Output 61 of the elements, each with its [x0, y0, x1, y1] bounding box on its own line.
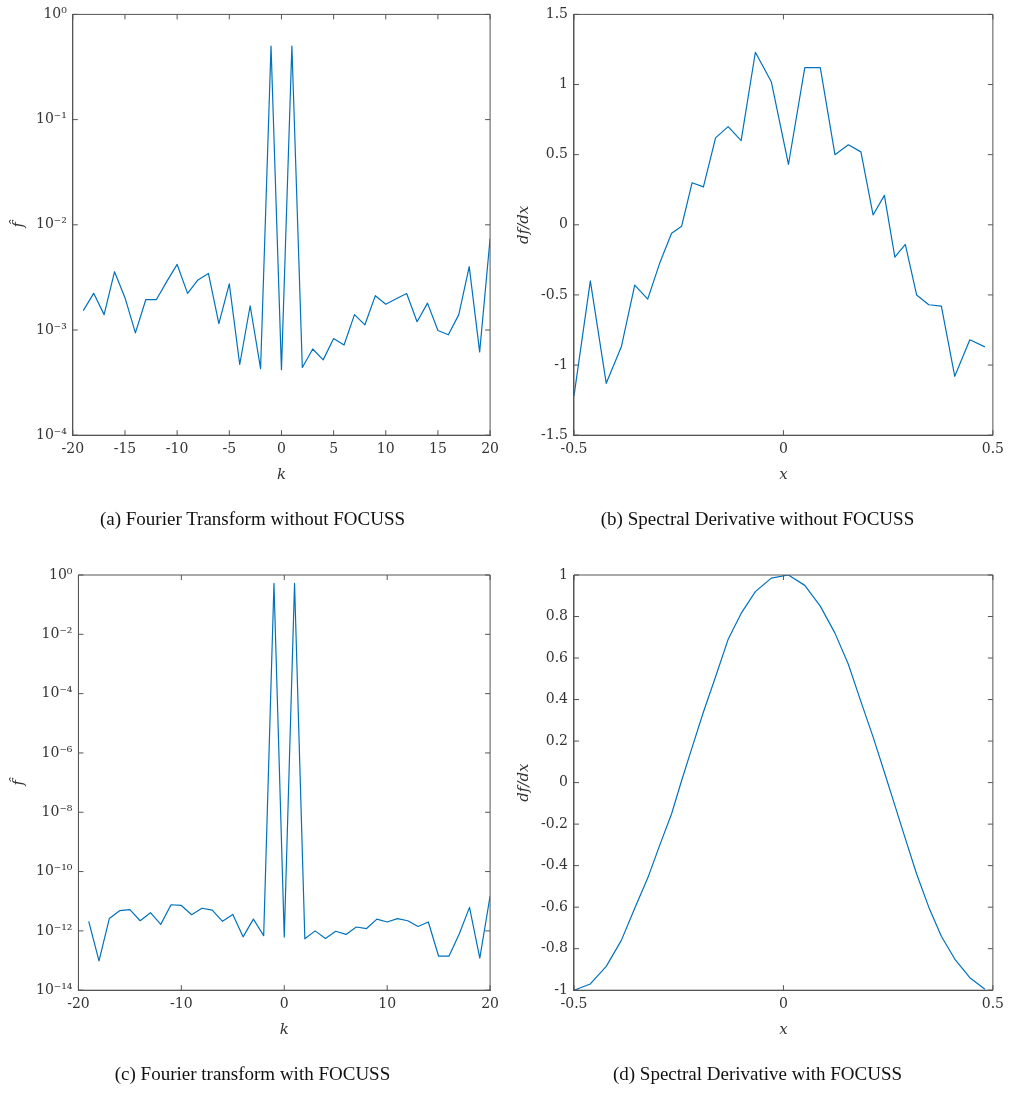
- y-tick-label: 0.6: [545, 648, 569, 665]
- y-tick-label: -0.5: [541, 285, 568, 302]
- text: (a) Fourier Transform without FOCUSS: [98, 508, 407, 530]
- x-tick-label: 20: [481, 995, 500, 1012]
- x-tick-label: -20: [61, 440, 85, 457]
- x-tick-label: 10: [378, 995, 397, 1012]
- x-tick-label: 0: [279, 995, 289, 1012]
- y-tick-label: 1.5: [545, 5, 568, 22]
- y-tick-label: 10⁰: [48, 565, 73, 582]
- y-tick-label: 10⁻⁶: [41, 743, 73, 760]
- x-tick-label: -20: [67, 995, 90, 1012]
- y-tick-label: 10⁰: [43, 5, 68, 22]
- y-tick-label: 1: [559, 565, 568, 582]
- text: (d) Spectral Derivative with FOCUSS: [611, 1063, 904, 1085]
- x-axis-title: x: [779, 1019, 789, 1038]
- text: (c) Fourier transform with FOCUSS: [113, 1063, 392, 1085]
- x-axis-title: x: [779, 464, 789, 483]
- y-tick-label: 10⁻¹⁰: [35, 862, 73, 879]
- y-tick-label: -0.6: [541, 897, 569, 914]
- y-tick-label: 10⁻⁴: [35, 425, 68, 442]
- x-tick-label: -5: [222, 440, 237, 457]
- y-tick-label: 1: [559, 75, 568, 92]
- y-tick-label: -0.4: [541, 856, 569, 873]
- x-tick-label: 5: [329, 440, 339, 457]
- x-tick-label: -10: [170, 995, 193, 1012]
- x-axis-title: k: [276, 464, 286, 483]
- y-tick-label: 10⁻²: [41, 624, 73, 641]
- y-tick-label: 10⁻¹²: [35, 921, 73, 938]
- y-tick-label: 0: [559, 773, 568, 790]
- x-tick-label: 0.5: [981, 995, 1004, 1012]
- y-tick-label: -0.2: [541, 814, 568, 831]
- x-tick-label: -15: [113, 440, 137, 457]
- y-axis-title: df/dx: [513, 762, 532, 802]
- y-tick-label: 10⁻¹: [35, 110, 67, 127]
- y-tick-label: 10⁻²: [35, 215, 67, 232]
- y-tick-label: 0.2: [545, 731, 568, 748]
- x-tick-label: -10: [165, 440, 189, 457]
- x-axis-title: k: [279, 1019, 289, 1038]
- y-tick-label: 10⁻⁴: [41, 684, 73, 701]
- x-tick-label: 0: [778, 995, 788, 1012]
- x-tick-label: 0: [778, 440, 788, 457]
- y-tick-label: 0: [559, 215, 568, 232]
- y-tick-label: -1.5: [541, 425, 568, 442]
- x-tick-label: 10: [376, 440, 395, 457]
- y-tick-label: -1: [554, 355, 568, 372]
- y-tick-label: 0.4: [545, 690, 569, 707]
- y-axis-title: df/dx: [513, 205, 532, 244]
- x-tick-label: 20: [481, 440, 500, 457]
- y-tick-label: 10⁻³: [35, 320, 67, 337]
- y-axis-title: f̂: [8, 776, 27, 787]
- y-tick-label: 0.5: [545, 145, 568, 162]
- x-tick-label: 0: [276, 440, 286, 457]
- y-tick-label: -1: [554, 980, 568, 997]
- x-tick-label: 15: [429, 440, 447, 457]
- y-tick-label: 10⁻⁸: [41, 802, 73, 819]
- x-tick-label: 0.5: [981, 440, 1004, 457]
- y-axis-title: f̂: [8, 218, 27, 229]
- text: (b) Spectral Derivative without FOCUSS: [599, 508, 916, 530]
- y-tick-label: -0.8: [541, 939, 568, 956]
- y-tick-label: 0.8: [545, 607, 568, 624]
- y-tick-label: 10⁻¹⁴: [35, 980, 73, 997]
